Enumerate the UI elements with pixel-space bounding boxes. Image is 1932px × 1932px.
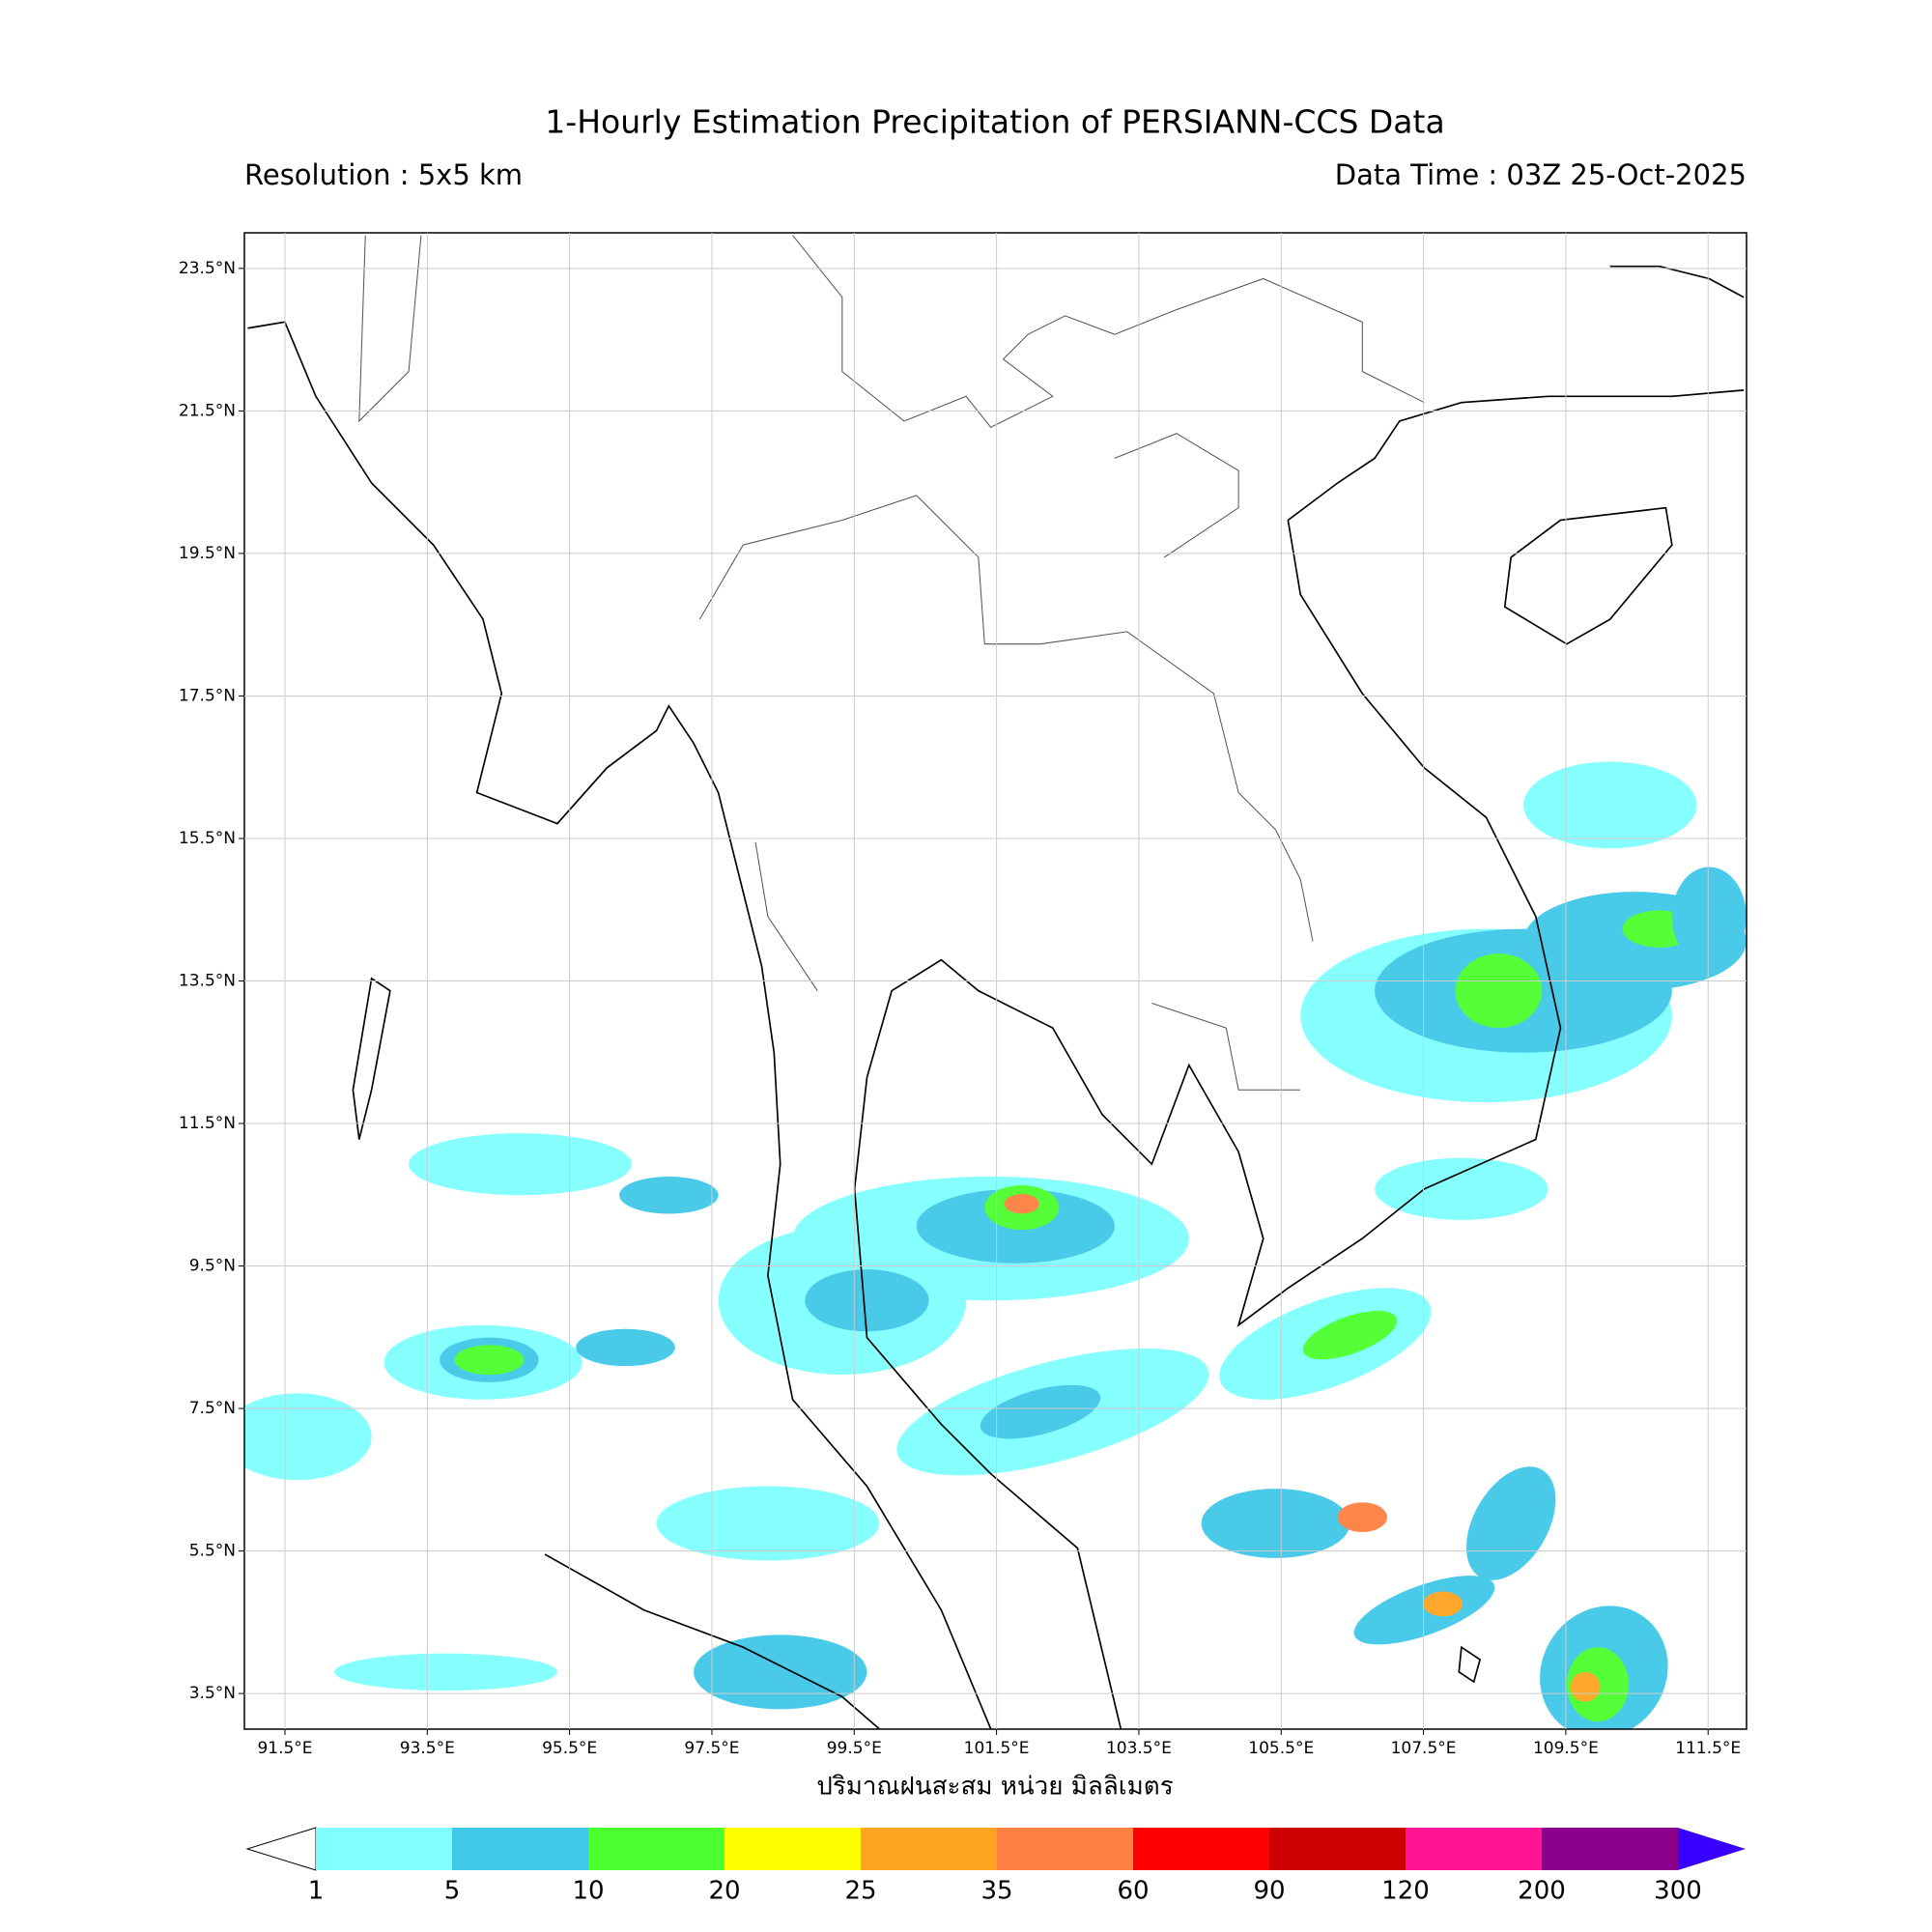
x-axis-label: ปริมาณฝนสะสม หน่วย มิลลิเมตร <box>816 1773 1173 1802</box>
colorbar-segment <box>1133 1828 1269 1870</box>
colorbar-label: 25 <box>844 1877 876 1906</box>
colorbar-label: 35 <box>980 1877 1012 1906</box>
colorbar-segment <box>1542 1828 1678 1870</box>
y-tick-label: 23.5°N <box>179 259 236 278</box>
y-tick-label: 5.5°N <box>189 1542 236 1561</box>
colorbar-label: 60 <box>1117 1877 1149 1906</box>
colorbar-label: 1 <box>308 1877 325 1906</box>
subtitle-right: Data Time : 03Z 25-Oct-2025 <box>1335 158 1747 191</box>
colorbar-segment <box>997 1828 1133 1870</box>
colorbar-segment <box>1406 1828 1542 1870</box>
y-tick-label: 3.5°N <box>189 1684 236 1703</box>
colorbar-label: 120 <box>1381 1877 1430 1906</box>
colorbar-label: 90 <box>1253 1877 1285 1906</box>
x-tick-label: 111.5°E <box>1675 1739 1741 1758</box>
y-tick-label: 13.5°N <box>179 972 236 991</box>
x-tick-label: 99.5°E <box>827 1739 882 1758</box>
y-tick-label: 15.5°N <box>179 829 236 848</box>
x-tick-label: 109.5°E <box>1533 1739 1599 1758</box>
x-tick-label: 105.5°E <box>1248 1739 1314 1758</box>
colorbar-segment <box>861 1828 997 1870</box>
colorbar-under <box>245 1827 317 1871</box>
colorbar-label: 200 <box>1518 1877 1566 1906</box>
subtitle-left: Resolution : 5x5 km <box>244 158 523 191</box>
y-tick-label: 11.5°N <box>179 1114 236 1133</box>
x-tick-label: 103.5°E <box>1106 1739 1172 1758</box>
coastlines <box>247 235 1745 1729</box>
y-tick-label: 17.5°N <box>179 686 236 705</box>
x-tick-label: 101.5°E <box>964 1739 1030 1758</box>
x-tick-label: 93.5°E <box>400 1739 455 1758</box>
colorbar-label: 10 <box>572 1877 604 1906</box>
x-tick-label: 107.5°E <box>1391 1739 1457 1758</box>
colorbar-segment <box>724 1828 861 1870</box>
colorbar-label: 20 <box>708 1877 740 1906</box>
colorbar-segment <box>452 1828 588 1870</box>
colorbar-label: 5 <box>444 1877 461 1906</box>
y-tick-label: 19.5°N <box>179 544 236 563</box>
y-tick-label: 7.5°N <box>189 1399 236 1418</box>
colorbar-over <box>1678 1828 1746 1870</box>
y-tick-label: 21.5°N <box>179 401 236 420</box>
colorbar-segment <box>1269 1828 1406 1870</box>
x-tick-label: 97.5°E <box>684 1739 739 1758</box>
y-tick-label: 9.5°N <box>189 1257 236 1276</box>
title: 1-Hourly Estimation Precipitation of PER… <box>545 103 1444 141</box>
colorbar-segment <box>588 1828 724 1870</box>
x-tick-label: 95.5°E <box>542 1739 597 1758</box>
colorbar-segment <box>316 1828 452 1870</box>
colorbar-label: 300 <box>1654 1877 1702 1906</box>
rain-field <box>244 761 1747 1729</box>
map-area <box>244 235 1747 1729</box>
x-tick-label: 91.5°E <box>257 1739 312 1758</box>
